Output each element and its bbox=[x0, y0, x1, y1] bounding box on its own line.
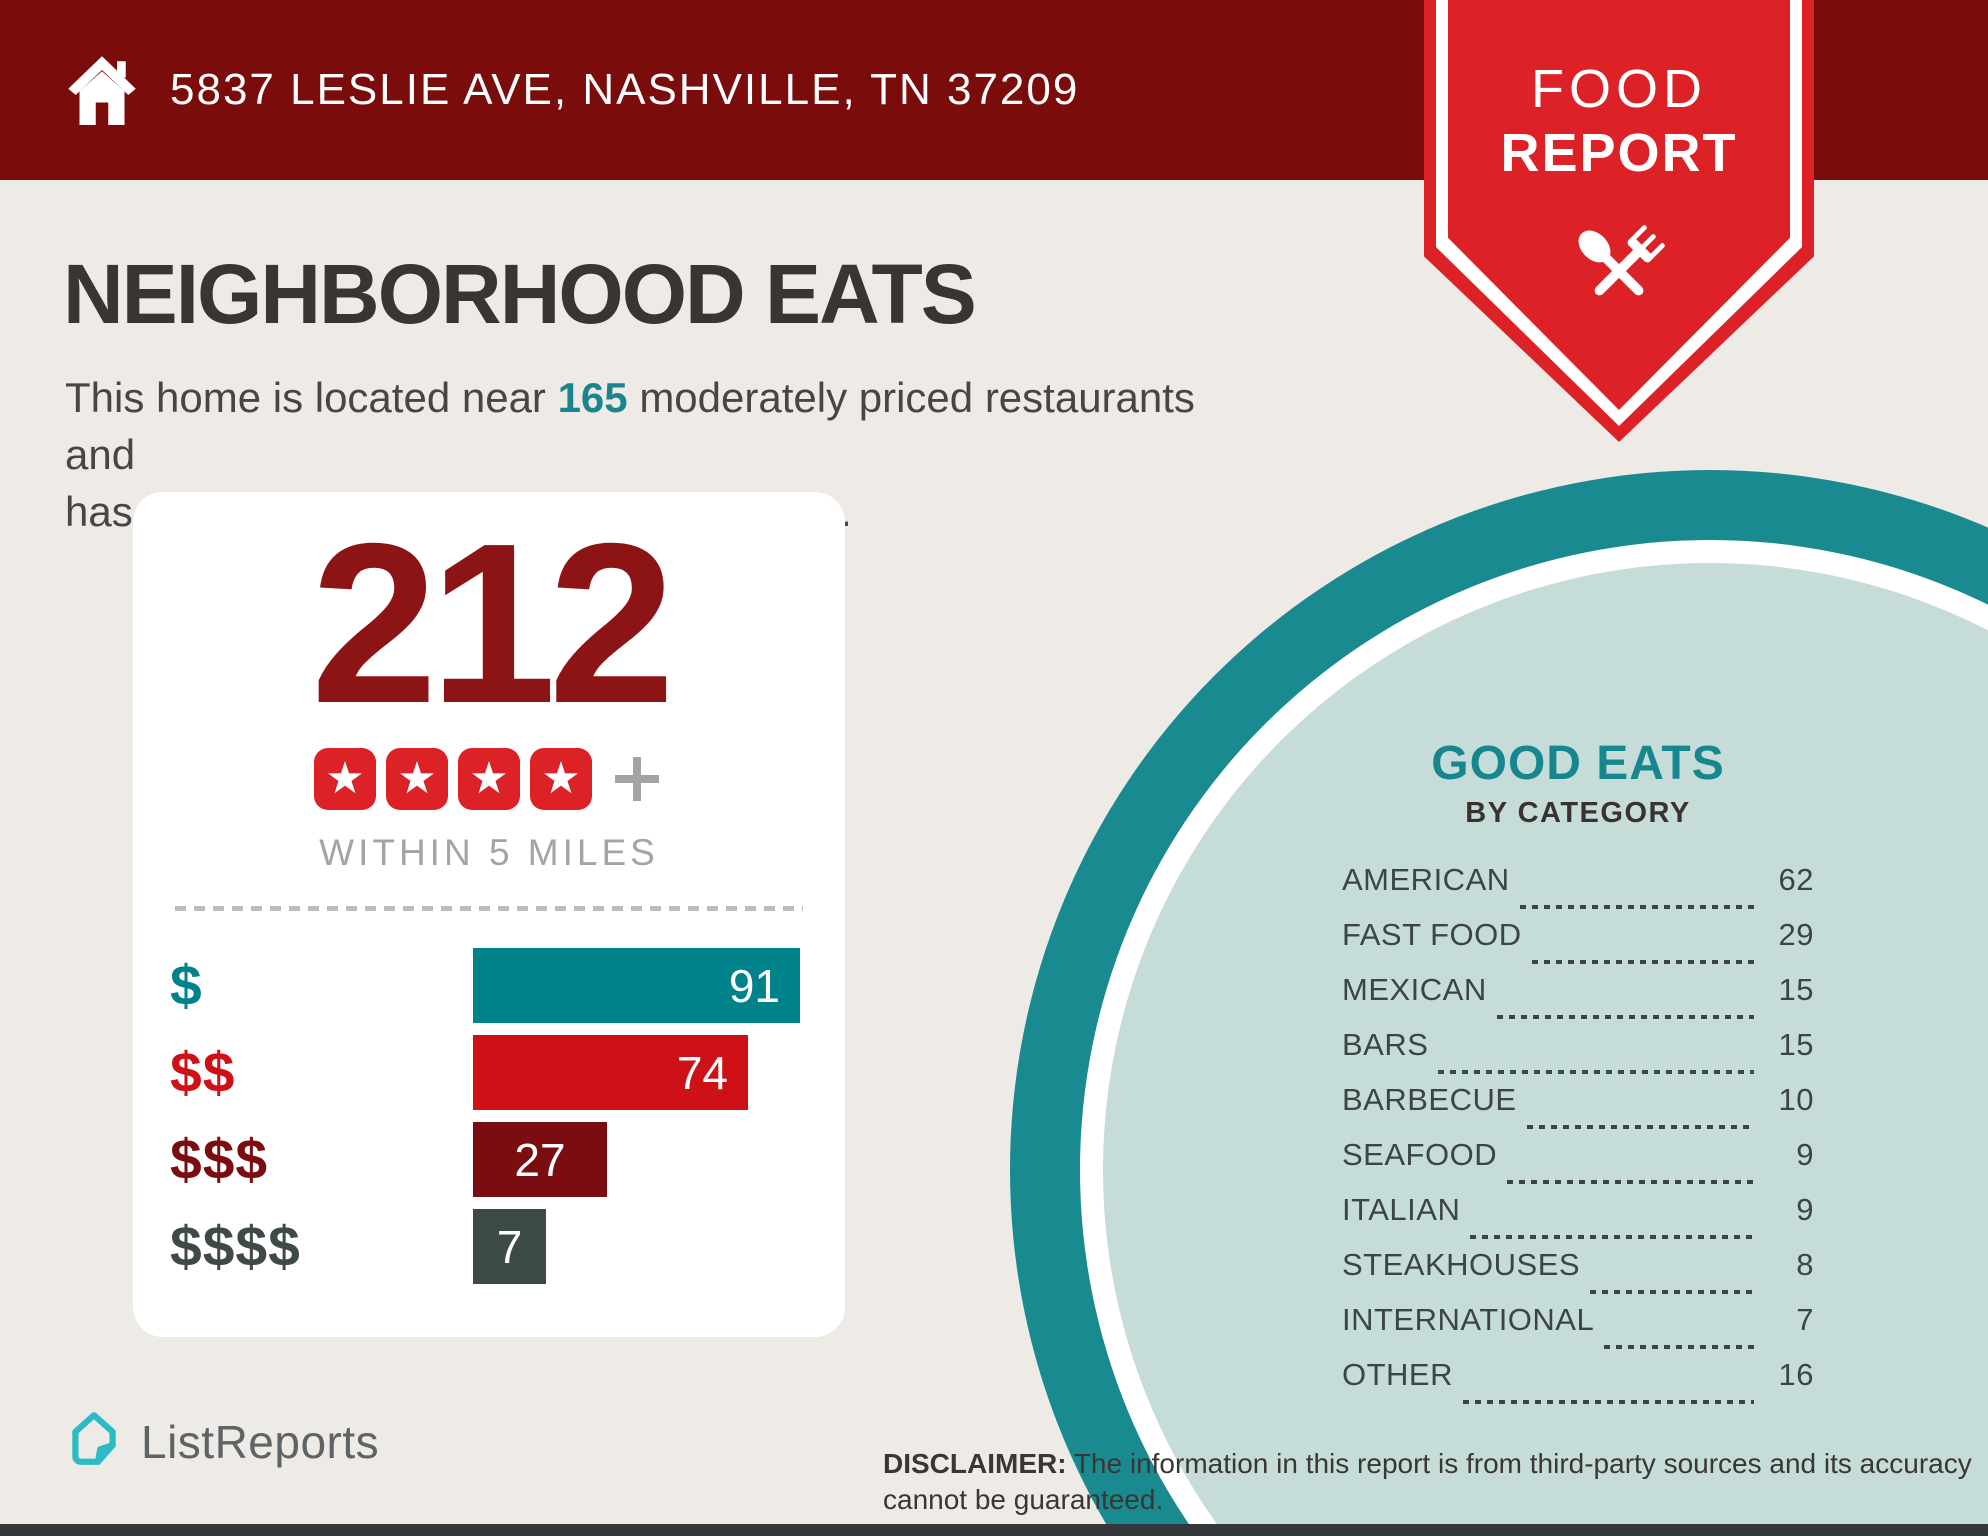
category-row: MEXICAN 15 bbox=[1342, 972, 1814, 1027]
category-row: STEAKHOUSES 8 bbox=[1342, 1247, 1814, 1302]
spoon-fork-icon bbox=[1424, 206, 1814, 341]
category-label: AMERICAN bbox=[1342, 862, 1510, 897]
dotted-leader bbox=[1438, 1070, 1754, 1074]
category-value: 15 bbox=[1778, 1027, 1814, 1062]
price-tier-row: $$ 74 bbox=[170, 1035, 815, 1110]
badge-title-line1: FOOD bbox=[1531, 59, 1707, 119]
category-value: 8 bbox=[1796, 1247, 1814, 1282]
category-value: 7 bbox=[1796, 1302, 1814, 1337]
category-label: INTERNATIONAL bbox=[1342, 1302, 1595, 1337]
category-value: 15 bbox=[1778, 972, 1814, 1007]
category-value: 62 bbox=[1778, 862, 1814, 897]
bar-track: 74 bbox=[473, 1035, 815, 1110]
category-value: 16 bbox=[1778, 1357, 1814, 1392]
category-value: 10 bbox=[1778, 1082, 1814, 1117]
star-icon: ★ bbox=[386, 748, 448, 810]
dotted-leader bbox=[1526, 1125, 1754, 1129]
bar-track: 91 bbox=[473, 948, 815, 1023]
category-value: 29 bbox=[1778, 917, 1814, 952]
home-icon bbox=[62, 44, 142, 136]
price-tier-value: 74 bbox=[676, 1046, 728, 1099]
category-value: 9 bbox=[1796, 1192, 1814, 1227]
rating-stars: ★ ★ ★ ★ bbox=[314, 748, 592, 810]
category-row: FAST FOOD 29 bbox=[1342, 917, 1814, 972]
price-tier-label: $$$$ bbox=[170, 1214, 301, 1279]
listreports-logo: ListReports bbox=[63, 1408, 379, 1475]
dotted-leader bbox=[1604, 1345, 1754, 1349]
price-tier-label: $ bbox=[170, 953, 203, 1018]
bottom-edge-strip bbox=[0, 1524, 1988, 1536]
category-label: ITALIAN bbox=[1342, 1192, 1461, 1227]
category-label: OTHER bbox=[1342, 1357, 1453, 1392]
food-report-badge: FOOD REPORT bbox=[1424, 0, 1814, 442]
dotted-leader bbox=[1496, 1015, 1754, 1019]
star-icon: ★ bbox=[314, 748, 376, 810]
category-label: MEXICAN bbox=[1342, 972, 1487, 1007]
radius-caption: WITHIN 5 MILES bbox=[319, 832, 659, 873]
total-restaurant-count: 212 bbox=[310, 497, 675, 751]
page-title: NEIGHBORHOOD EATS bbox=[63, 247, 977, 341]
price-tier-value: 27 bbox=[514, 1133, 566, 1186]
price-tier-row: $$$ 27 bbox=[170, 1122, 815, 1197]
good-eats-subtitle: BY CATEGORY bbox=[1465, 797, 1691, 829]
category-row: AMERICAN 62 bbox=[1342, 862, 1814, 917]
price-tier-label: $$$ bbox=[170, 1127, 269, 1192]
category-row: INTERNATIONAL 7 bbox=[1342, 1302, 1814, 1357]
dotted-leader bbox=[1470, 1235, 1754, 1239]
restaurant-count-inline: 165 bbox=[557, 374, 628, 421]
price-tier-chart: $91 $$ 74 $$$ 27 $$$$ 7 bbox=[170, 948, 815, 1296]
price-tier-row: $91 bbox=[170, 948, 815, 1023]
good-eats-panel: GOOD EATS BY CATEGORY AMERICAN 62 FAST FOO… bbox=[1228, 736, 1928, 1412]
restaurant-stats-card: 212 ★ ★ ★ ★ WITHIN 5 MILES $91 $$ 74 $$$ 27 $$$$… bbox=[133, 492, 845, 1337]
dashed-divider bbox=[175, 906, 803, 911]
price-tier-bar: 91 bbox=[473, 948, 800, 1023]
category-label: STEAKHOUSES bbox=[1342, 1247, 1581, 1282]
disclaimer-text: DISCLAIMER: The information in this repo… bbox=[883, 1448, 1972, 1516]
price-tier-value: 91 bbox=[728, 959, 780, 1012]
dotted-leader bbox=[1463, 1400, 1754, 1404]
price-tier-value: 7 bbox=[496, 1220, 523, 1273]
category-value: 9 bbox=[1796, 1137, 1814, 1172]
good-eats-title: GOOD EATS bbox=[1431, 737, 1725, 790]
category-row: BARBECUE 10 bbox=[1342, 1082, 1814, 1137]
badge-title-line2: REPORT bbox=[1500, 123, 1738, 183]
listreports-wordmark: ListReports bbox=[141, 1415, 380, 1468]
bar-track: 7 bbox=[473, 1209, 815, 1284]
category-row: BARS 15 bbox=[1342, 1027, 1814, 1082]
dotted-leader bbox=[1531, 960, 1754, 964]
price-tier-row: $$$$ 7 bbox=[170, 1209, 815, 1284]
bar-track: 27 bbox=[473, 1122, 815, 1197]
dotted-leader bbox=[1507, 1180, 1754, 1184]
category-row: ITALIAN 9 bbox=[1342, 1192, 1814, 1247]
listreports-house-icon bbox=[63, 1408, 125, 1475]
price-tier-bar: 74 bbox=[473, 1035, 748, 1110]
category-row: SEAFOOD 9 bbox=[1342, 1137, 1814, 1192]
category-list: AMERICAN 62 FAST FOOD 29 MEXICAN 15 BARS 15 BARB… bbox=[1342, 862, 1814, 1412]
rating-row: ★ ★ ★ ★ bbox=[133, 748, 845, 810]
category-label: SEAFOOD bbox=[1342, 1137, 1498, 1172]
star-icon: ★ bbox=[458, 748, 520, 810]
category-label: FAST FOOD bbox=[1342, 917, 1522, 952]
category-label: BARBECUE bbox=[1342, 1082, 1517, 1117]
star-icon: ★ bbox=[530, 748, 592, 810]
price-tier-bar: 7 bbox=[473, 1209, 546, 1284]
dotted-leader bbox=[1590, 1290, 1754, 1294]
price-tier-bar: 27 bbox=[473, 1122, 607, 1197]
plus-icon bbox=[610, 752, 664, 806]
category-row: OTHER 16 bbox=[1342, 1357, 1814, 1412]
property-address: 5837 LESLIE AVE, NASHVILLE, TN 37209 bbox=[170, 65, 1080, 114]
dotted-leader bbox=[1519, 905, 1754, 909]
category-label: BARS bbox=[1342, 1027, 1429, 1062]
price-tier-label: $$ bbox=[170, 1040, 236, 1105]
